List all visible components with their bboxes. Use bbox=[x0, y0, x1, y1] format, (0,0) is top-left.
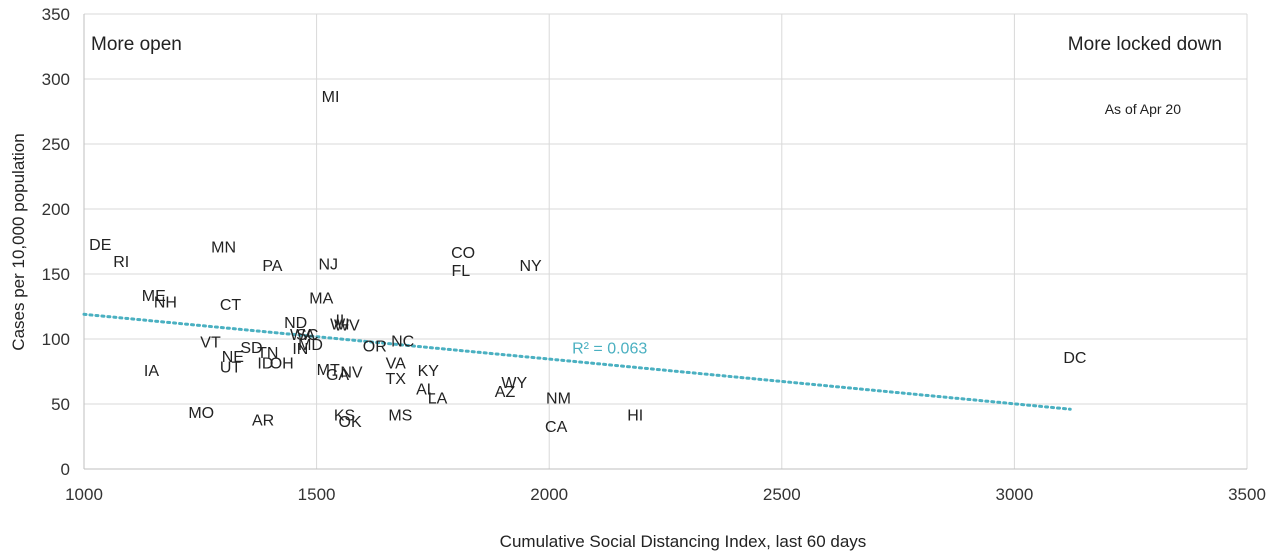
point-label-or: OR bbox=[363, 339, 387, 356]
point-label-mt: MT bbox=[317, 362, 340, 379]
x-tick-label: 2500 bbox=[763, 485, 801, 504]
point-label-ms: MS bbox=[388, 407, 412, 424]
point-label-nj: NJ bbox=[318, 257, 338, 274]
trendline-line bbox=[82, 312, 1072, 411]
point-label-ne: NE bbox=[222, 349, 244, 366]
point-label-nv: NV bbox=[340, 365, 363, 382]
point-label-ny: NY bbox=[519, 258, 542, 275]
grid bbox=[83, 13, 1248, 469]
y-tick-label: 350 bbox=[42, 5, 70, 24]
point-label-tx: TX bbox=[385, 371, 406, 388]
point-label-sd: SD bbox=[240, 340, 262, 357]
point-label-in: IN bbox=[292, 341, 308, 358]
point-label-wv: WV bbox=[334, 318, 360, 335]
point-label-ia: IA bbox=[144, 363, 159, 380]
point-label-la: LA bbox=[428, 391, 448, 408]
point-label-ga: GA bbox=[326, 367, 349, 384]
point-label-pa: PA bbox=[262, 258, 282, 275]
point-label-md: MD bbox=[298, 337, 323, 354]
y-tick-label: 100 bbox=[42, 330, 70, 349]
y-tick-label: 50 bbox=[51, 395, 70, 414]
point-label-ky: KY bbox=[418, 363, 440, 380]
point-label-al: AL bbox=[416, 381, 436, 398]
point-label-oh: OH bbox=[270, 355, 294, 372]
point-label-ks: KS bbox=[334, 407, 355, 424]
y-tick-label: 150 bbox=[42, 265, 70, 284]
point-label-dc: DC bbox=[1063, 350, 1086, 367]
x-tick-label: 2000 bbox=[530, 485, 568, 504]
point-label-fl: FL bbox=[451, 263, 470, 280]
point-label-nd: ND bbox=[284, 315, 307, 332]
point-label-ct: CT bbox=[220, 297, 242, 314]
point-label-id: ID bbox=[257, 355, 273, 372]
y-tick-label: 0 bbox=[61, 460, 70, 479]
point-label-ut: UT bbox=[220, 359, 242, 376]
y-tick-label: 250 bbox=[42, 135, 70, 154]
point-label-hi: HI bbox=[627, 407, 643, 424]
r-squared-label: R² = 0.063 bbox=[572, 340, 647, 357]
point-label-nh: NH bbox=[154, 294, 177, 311]
point-label-ri: RI bbox=[113, 254, 129, 271]
point-label-wi: WI bbox=[330, 316, 350, 333]
point-label-nm: NM bbox=[546, 391, 571, 408]
y-tick-label: 200 bbox=[42, 200, 70, 219]
y-tick-label: 300 bbox=[42, 70, 70, 89]
annotation-date: As of Apr 20 bbox=[1105, 101, 1181, 117]
x-tick-label: 3500 bbox=[1228, 485, 1266, 504]
trendline: R² = 0.063 bbox=[82, 312, 1072, 411]
point-label-mn: MN bbox=[211, 240, 236, 257]
point-label-az: AZ bbox=[495, 384, 516, 401]
point-label-wy: WY bbox=[501, 375, 527, 392]
point-label-co: CO bbox=[451, 245, 475, 262]
x-tick-label: 3000 bbox=[995, 485, 1033, 504]
point-label-vt: VT bbox=[200, 335, 221, 352]
point-label-tn: TN bbox=[257, 345, 278, 362]
point-label-me: ME bbox=[142, 288, 166, 305]
x-tick-label: 1000 bbox=[65, 485, 103, 504]
point-label-ma: MA bbox=[309, 290, 333, 307]
y-axis-label: Cases per 10,000 population bbox=[9, 133, 28, 350]
point-label-ar: AR bbox=[252, 413, 274, 430]
annotation-more-open: More open bbox=[91, 34, 182, 55]
point-label-mo: MO bbox=[188, 405, 214, 422]
annotation-more-locked-down: More locked down bbox=[1068, 34, 1222, 55]
point-label-ok: OK bbox=[339, 414, 362, 431]
point-label-ca: CA bbox=[545, 419, 568, 436]
point-label-de: DE bbox=[89, 237, 111, 254]
axes: 0 50 100 150 200 250 300 350 1000 1500 2000 2500 300… bbox=[42, 5, 1266, 504]
point-label-il: IL bbox=[336, 313, 349, 330]
point-label-wa: WA bbox=[290, 327, 316, 344]
point-label-va: VA bbox=[386, 355, 406, 372]
point-label-sc: SC bbox=[296, 327, 318, 344]
point-label-mi: MI bbox=[322, 89, 340, 106]
x-axis-label: Cumulative Social Distancing Index, last… bbox=[500, 532, 867, 551]
point-label-nc: NC bbox=[391, 333, 414, 350]
x-tick-label: 1500 bbox=[298, 485, 336, 504]
